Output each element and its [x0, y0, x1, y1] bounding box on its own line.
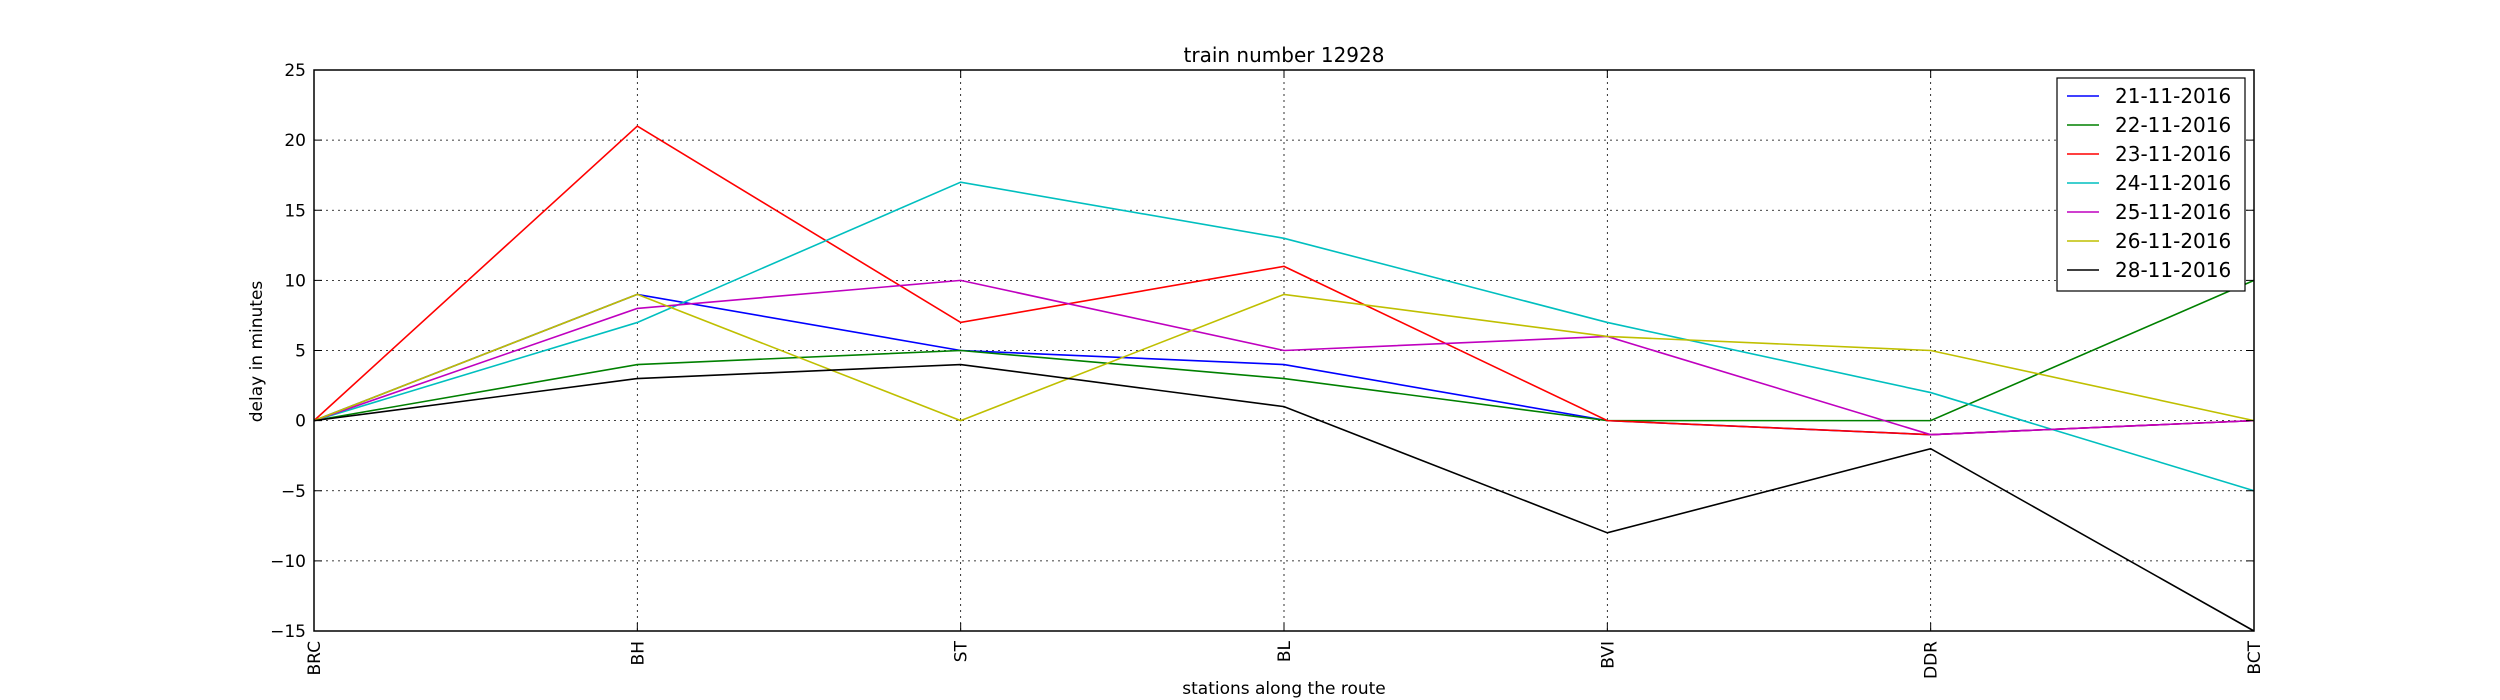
x-tick-label: BRC — [305, 641, 325, 676]
y-tick-label: −5 — [281, 482, 306, 502]
y-tick-label: 25 — [284, 61, 306, 81]
x-tick-label: BCT — [2245, 640, 2265, 674]
legend-label: 28-11-2016 — [2115, 258, 2231, 282]
chart-title: train number 12928 — [1184, 43, 1385, 67]
x-tick-label: DDR — [1922, 641, 1942, 679]
y-tick-label: −15 — [270, 622, 306, 642]
x-tick-label: BVI — [1598, 641, 1618, 669]
x-tick-label: ST — [952, 640, 972, 662]
y-tick-label: 5 — [295, 342, 306, 362]
legend-box — [2056, 77, 2246, 292]
series-line-25-11-2016 — [313, 279, 2255, 436]
legend-label: 21-11-2016 — [2115, 84, 2231, 108]
series-line-28-11-2016 — [313, 363, 2255, 632]
legend-label: 22-11-2016 — [2115, 113, 2231, 137]
y-tick-label: −10 — [270, 552, 306, 572]
legend-label: 26-11-2016 — [2115, 229, 2231, 253]
y-tick-label: 0 — [295, 412, 306, 432]
legend-label: 24-11-2016 — [2115, 171, 2231, 195]
y-tick-label: 10 — [284, 271, 306, 291]
legend-label: 23-11-2016 — [2115, 142, 2231, 166]
y-tick-label: 20 — [284, 131, 306, 151]
y-axis-label: delay in minutes — [247, 281, 267, 423]
x-tick-label: BH — [628, 641, 648, 665]
series-line-26-11-2016 — [313, 293, 2255, 422]
legend-label: 25-11-2016 — [2115, 200, 2231, 224]
x-axis-label: stations along the route — [1182, 679, 1386, 699]
y-tick-label: 15 — [284, 201, 306, 221]
series-line-24-11-2016 — [313, 181, 2255, 492]
series-line-22-11-2016 — [313, 279, 2255, 422]
axis-ticks: −15 −10 −5 0 5 10 15 20 25 BRC BH ST BL BVI DDR BCT — [270, 61, 2265, 679]
legend: 21-11-2016 22-11-2016 23-11-2016 24-11-2016… — [2056, 77, 2246, 292]
x-tick-label: BL — [1275, 640, 1295, 662]
series-lines — [313, 125, 2255, 632]
